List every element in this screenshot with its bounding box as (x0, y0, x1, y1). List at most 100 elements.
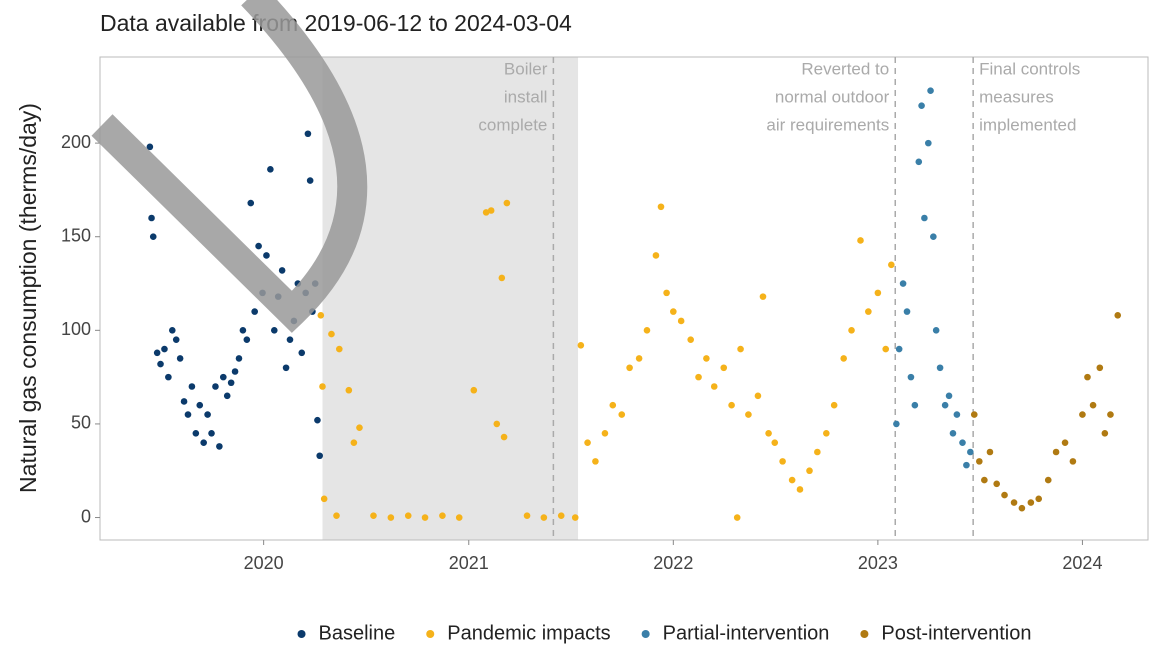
data-point (503, 199, 511, 207)
data-point (317, 312, 325, 319)
data-point (823, 429, 830, 437)
legend-label: Partial-intervention (663, 622, 830, 644)
data-point (788, 476, 796, 484)
data-point (306, 177, 314, 184)
chart-subtitle: Data available from 2019-06-12 to 2024-0… (100, 10, 572, 36)
data-point (470, 386, 478, 394)
data-point (282, 364, 290, 372)
data-point (314, 416, 321, 424)
data-point (212, 383, 219, 390)
data-point (523, 512, 531, 519)
data-point (278, 267, 286, 274)
data-point (227, 379, 235, 387)
x-tick-label: 2021 (449, 553, 489, 573)
data-point (1027, 499, 1035, 506)
data-point (670, 308, 677, 315)
y-tick-label: 50 (71, 413, 91, 433)
data-point (319, 383, 326, 390)
y-tick-label: 200 (61, 132, 91, 152)
data-point (710, 383, 718, 390)
data-point (216, 443, 223, 450)
data-point (911, 401, 919, 409)
data-point (493, 420, 501, 428)
data-point (907, 373, 915, 381)
data-point (601, 429, 609, 437)
data-point (196, 401, 204, 409)
data-point (1084, 373, 1091, 381)
data-point (304, 130, 312, 138)
data-point (626, 364, 633, 372)
data-point (1061, 439, 1069, 446)
data-point (540, 514, 548, 521)
data-point (765, 429, 772, 437)
x-tick-label: 2024 (1062, 553, 1102, 573)
legend-label: Baseline (319, 622, 396, 644)
data-point (584, 439, 591, 446)
annotation-text: implemented (979, 115, 1076, 134)
data-point (759, 293, 767, 300)
data-point (728, 401, 735, 409)
data-point (993, 480, 1000, 488)
data-point (455, 514, 463, 521)
data-point (243, 336, 251, 343)
data-point (247, 199, 255, 207)
data-point (235, 355, 243, 362)
annotation-text: measures (979, 87, 1054, 106)
data-point (345, 386, 353, 394)
data-point (370, 512, 377, 519)
data-point (941, 401, 949, 409)
data-point (959, 439, 966, 446)
annotation-text: install (504, 87, 547, 106)
data-point (643, 327, 651, 334)
data-point (356, 424, 363, 431)
data-point (618, 411, 626, 418)
data-point (888, 261, 895, 269)
data-point (148, 214, 155, 222)
data-point (165, 373, 172, 381)
data-point (184, 411, 192, 418)
watermark-overlay (91, 0, 368, 333)
data-point (176, 355, 184, 362)
data-point (857, 237, 864, 244)
data-point (927, 87, 934, 94)
data-point (204, 411, 211, 418)
data-point (263, 252, 270, 259)
data-point (1018, 504, 1026, 512)
data-point (930, 233, 937, 241)
data-point (286, 336, 294, 343)
x-tick-label: 2020 (244, 553, 284, 573)
data-point (779, 458, 786, 465)
data-point (487, 207, 495, 214)
data-point (498, 274, 506, 282)
data-point (652, 252, 660, 259)
data-point (1069, 458, 1077, 465)
annotation-text: Reverted to (801, 59, 889, 78)
data-point (814, 448, 821, 456)
data-point (1010, 499, 1018, 506)
data-point (255, 242, 262, 250)
data-point (350, 439, 358, 446)
data-point (865, 308, 872, 315)
shaded-period (322, 57, 579, 540)
data-point (251, 308, 258, 315)
data-point (557, 512, 565, 519)
data-point (270, 327, 278, 334)
data-point (219, 373, 227, 381)
data-point (733, 514, 741, 521)
data-point (1001, 491, 1008, 499)
data-point (895, 345, 903, 353)
data-point (188, 383, 196, 390)
data-point (848, 327, 855, 334)
data-point (1052, 448, 1060, 456)
data-point (192, 429, 200, 437)
data-point (953, 411, 961, 418)
annotation-text: Boiler (504, 59, 548, 78)
x-tick-label: 2023 (858, 553, 898, 573)
data-point (482, 209, 490, 216)
data-point (223, 392, 231, 400)
data-point (899, 280, 907, 287)
data-point (918, 102, 925, 109)
data-point (720, 364, 728, 372)
data-point (963, 461, 970, 469)
